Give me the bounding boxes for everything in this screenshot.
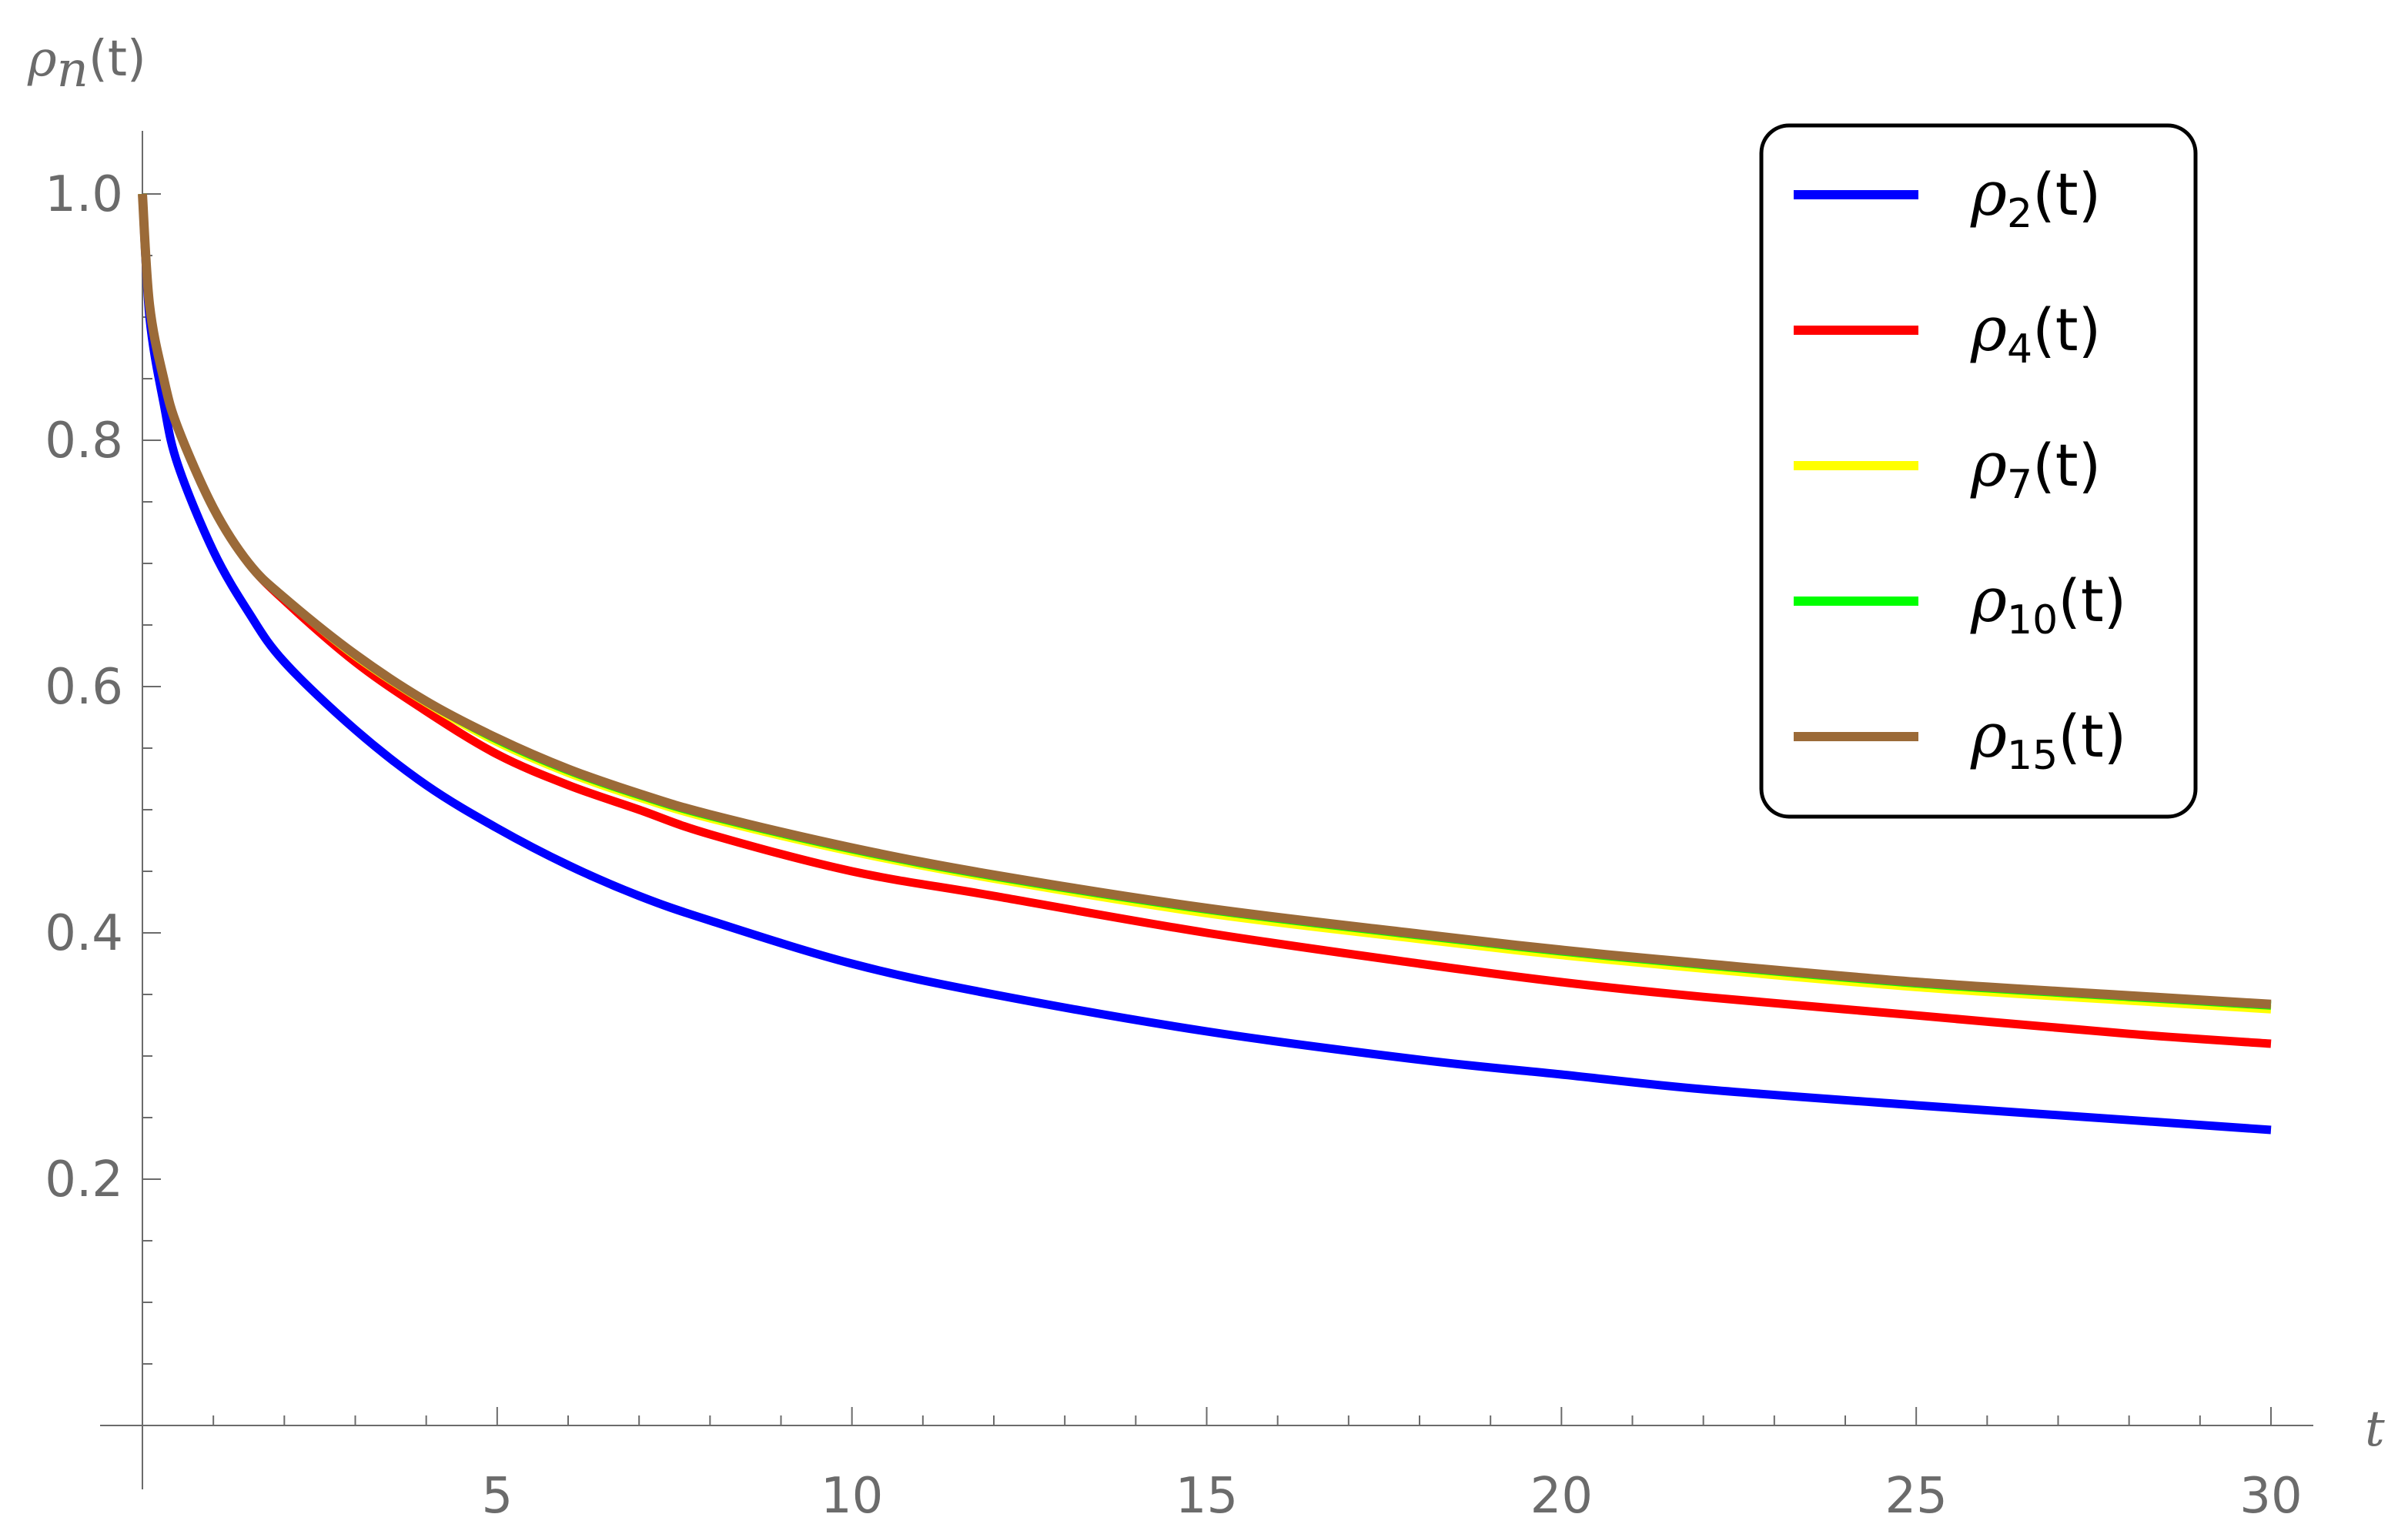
legend-label-2: ρ2(t) <box>1970 158 2101 237</box>
x-tick-label: 20 <box>1530 1468 1593 1525</box>
series-layer <box>138 193 2272 1135</box>
legend-label-4: ρ4(t) <box>1970 293 2101 373</box>
legend: ρ2(t) ρ4(t) ρ7(t) ρ10(t) ρ15(t) <box>1759 123 2198 819</box>
y-tick-label: 1.0 <box>45 166 123 223</box>
y-tick-label: 0.2 <box>45 1151 123 1208</box>
y-axis-label: ρn(t) <box>27 31 146 99</box>
legend-label-10: ρ10(t) <box>1970 564 2126 643</box>
x-tick-label: 25 <box>1885 1468 1947 1525</box>
y-tick-label: 0.8 <box>45 413 123 470</box>
legend-items: ρ2(t) ρ4(t) ρ7(t) ρ10(t) ρ15(t) <box>1794 158 2126 779</box>
x-tick-label: 10 <box>821 1468 883 1525</box>
series-line-15 <box>138 193 2272 1009</box>
x-tick-label: 15 <box>1176 1468 1238 1525</box>
x-tick-label: 30 <box>2239 1468 2302 1525</box>
axes: 5 10 15 20 25 30 0.2 0.4 0.6 0.8 1.0 <box>45 131 2313 1525</box>
legend-label-7: ρ7(t) <box>1970 429 2101 508</box>
y-tick-label: 0.6 <box>45 659 123 716</box>
legend-box <box>1759 123 2198 819</box>
x-axis-label: t <box>2365 1401 2385 1458</box>
series-line-2 <box>138 193 2272 1135</box>
legend-label-15: ρ15(t) <box>1970 700 2126 779</box>
x-tick-label: 5 <box>481 1468 513 1525</box>
y-tick-label: 0.4 <box>45 905 123 962</box>
